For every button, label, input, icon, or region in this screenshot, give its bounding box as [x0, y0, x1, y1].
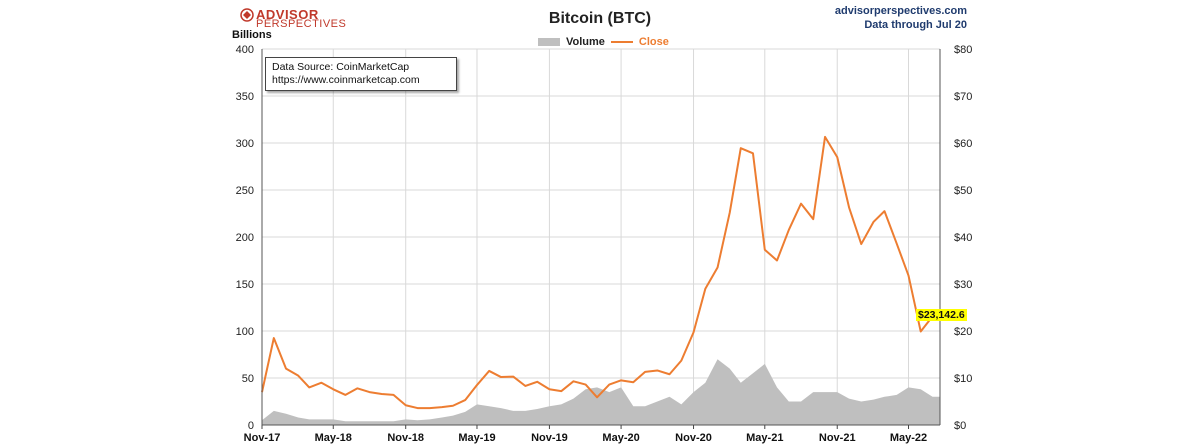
x-tick-label: Nov-18: [387, 432, 424, 444]
x-tick-label: Nov-19: [531, 432, 568, 444]
close-series-line: [261, 135, 940, 410]
left-y-tick-label: 150: [236, 279, 254, 291]
left-y-axis-ticks: 0 50 100 150 200 250 300 350 400: [236, 44, 254, 432]
site-credit: advisorperspectives.com Data through Jul…: [835, 4, 967, 32]
left-y-tick-label: 350: [236, 91, 254, 103]
right-y-tick-label: $60: [954, 138, 972, 150]
right-y-tick-label: $40: [954, 232, 972, 244]
brand-subname: PERSPECTIVES: [256, 18, 347, 30]
x-tick-label: Nov-17: [244, 432, 281, 444]
right-y-tick-label: $70: [954, 91, 972, 103]
left-y-tick-label: 400: [236, 44, 254, 56]
legend-volume-label: Volume: [566, 36, 605, 48]
left-axis-unit: Billions: [232, 29, 272, 41]
left-y-tick-label: 100: [236, 326, 254, 338]
x-tick-label: May-19: [458, 432, 495, 444]
left-y-tick-label: 250: [236, 185, 254, 197]
x-tick-label: Nov-21: [819, 432, 856, 444]
left-y-tick-label: 0: [248, 420, 254, 432]
right-y-tick-label: $0: [954, 420, 966, 432]
legend-close-label: Close: [638, 36, 669, 48]
right-y-tick-label: $20: [954, 326, 972, 338]
data-source-box: Data Source: CoinMarketCap https://www.c…: [265, 57, 457, 91]
data-source-line: Data Source: CoinMarketCap: [272, 61, 410, 73]
data-source-url: https://www.coinmarketcap.com: [272, 74, 420, 86]
chart-legend: Volume Close: [538, 36, 669, 48]
x-axis-ticks: Nov-17 May-18 Nov-18 May-19 Nov-19 May-20 Nov-…: [244, 425, 927, 444]
right-y-tick-label: $80: [954, 44, 972, 56]
advisor-perspectives-logo-icon: [240, 8, 254, 22]
data-through: Data through Jul 20: [864, 19, 967, 31]
right-y-tick-label: $30: [954, 279, 972, 291]
x-tick-label: May-20: [602, 432, 639, 444]
right-y-tick-label: $10: [954, 373, 972, 385]
x-tick-label: Nov-20: [675, 432, 712, 444]
x-tick-label: May-21: [746, 432, 783, 444]
x-tick-label: May-18: [315, 432, 352, 444]
x-tick-label: May-22: [890, 432, 927, 444]
last-value-label: $23,142.6: [916, 309, 967, 321]
chart-axes: [261, 49, 941, 426]
right-y-axis-ticks: $0 $10 $20 $30 $40 $50 $60 $70 $80: [954, 44, 972, 432]
site-url: advisorperspectives.com: [834, 5, 967, 17]
left-y-tick-label: 300: [236, 138, 254, 150]
right-y-tick-label: $50: [954, 185, 972, 197]
left-y-tick-label: 50: [242, 373, 254, 385]
legend-volume-swatch: [538, 38, 560, 46]
legend-close-swatch: [610, 41, 633, 43]
chart-grid: [261, 48, 940, 426]
brand-name: ADVISOR: [256, 7, 319, 22]
left-y-tick-label: 200: [236, 232, 254, 244]
